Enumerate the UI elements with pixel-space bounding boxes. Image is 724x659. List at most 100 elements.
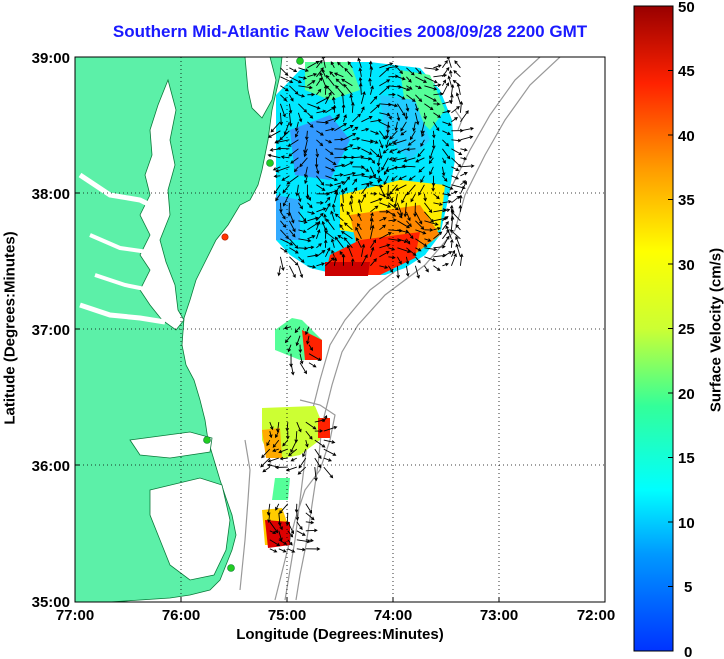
velocity-arrow	[287, 521, 295, 535]
velocity-arrow	[385, 130, 389, 140]
velocity-arrow	[415, 85, 422, 89]
velocity-arrow	[334, 173, 344, 177]
velocity-arrow	[307, 253, 319, 258]
velocity-arrow	[442, 184, 454, 190]
velocity-arrow	[283, 121, 290, 136]
velocity-arrow	[349, 93, 353, 104]
velocity-arrow	[316, 212, 324, 222]
velocity-arrow	[306, 193, 312, 202]
velocity-arrow	[370, 239, 377, 249]
velocity-arrow	[272, 439, 280, 448]
velocity-arrow	[321, 68, 326, 77]
velocity-arrow	[433, 102, 441, 106]
velocity-arrow	[460, 147, 468, 152]
velocity-arrow	[397, 76, 406, 81]
velocity-arrow	[275, 503, 280, 511]
velocity-arrow	[369, 212, 374, 221]
velocity-arrow	[431, 184, 435, 192]
velocity-arrow	[385, 139, 389, 149]
velocity-arrow	[337, 234, 344, 240]
velocity-arrow	[406, 220, 412, 228]
velocity-arrow	[442, 139, 450, 147]
velocity-arrow	[334, 213, 344, 222]
velocity-arrow	[334, 147, 349, 152]
velocity-arrow	[323, 448, 337, 456]
velocity-arrow	[388, 74, 399, 79]
velocity-arrow	[266, 439, 271, 447]
velocity-arrow	[349, 194, 354, 203]
velocity-arrow	[343, 132, 357, 141]
velocity-arrow	[286, 175, 299, 185]
velocity-arrow	[379, 67, 390, 78]
velocity-arrow	[340, 92, 345, 104]
velocity-arrow	[308, 353, 322, 361]
velocity-arrow	[280, 211, 286, 220]
velocity-arrow	[370, 157, 376, 164]
velocity-arrow	[450, 215, 455, 230]
velocity-arrow	[308, 344, 314, 351]
velocity-arrow	[305, 528, 318, 533]
velocity-arrow	[397, 256, 402, 265]
velocity-arrow	[397, 85, 411, 92]
velocity-arrow	[341, 78, 353, 87]
velocity-arrow	[278, 539, 288, 545]
velocity-arrow	[406, 229, 414, 240]
velocity-arrow	[361, 175, 373, 180]
velocity-arrow	[324, 91, 332, 104]
colorbar-tick-label: 15	[678, 450, 695, 467]
velocity-arrow	[451, 166, 460, 171]
velocity-arrow	[325, 74, 335, 87]
velocity-arrow	[400, 130, 407, 136]
velocity-arrow	[405, 256, 410, 265]
velocity-arrow	[294, 121, 299, 132]
velocity-arrow	[307, 73, 318, 78]
velocity-arrow	[432, 130, 436, 139]
velocity-arrow	[334, 123, 347, 132]
velocity-arrow	[307, 121, 314, 128]
velocity-arrow	[269, 548, 278, 553]
velocity-arrow	[369, 85, 374, 95]
velocity-arrow	[341, 103, 346, 113]
grid-lines	[75, 57, 605, 602]
velocity-arrow	[316, 207, 327, 213]
velocity-arrow	[361, 148, 373, 155]
velocity-arrow	[397, 94, 406, 100]
velocity-arrow	[398, 175, 407, 180]
velocity-arrow	[288, 211, 295, 224]
velocity-arrow	[441, 166, 446, 177]
velocity-arrow	[334, 236, 344, 249]
velocity-arrow	[335, 78, 344, 87]
velocity-arrow	[331, 249, 335, 257]
velocity-arrow	[325, 183, 334, 187]
velocity-arrow	[376, 157, 381, 167]
velocity-arrow	[267, 457, 279, 463]
velocity-arrow	[388, 157, 398, 161]
velocity-arrow	[414, 112, 420, 126]
velocity-arrow	[283, 325, 292, 330]
velocity-arrow	[289, 238, 299, 249]
velocity-arrow	[431, 139, 436, 150]
velocity-arrow	[298, 457, 307, 469]
velocity-arrow	[279, 103, 286, 118]
velocity-arrow	[442, 216, 449, 222]
velocity-arrow	[297, 265, 304, 279]
velocity-arrow	[314, 429, 324, 433]
velocity-arrow	[361, 181, 374, 186]
x-axis-label: Longitude (Degrees:Minutes)	[236, 626, 444, 643]
velocity-arrow	[339, 224, 344, 231]
velocity-arrow	[352, 146, 362, 150]
velocity-arrow	[315, 229, 321, 239]
velocity-arrow	[460, 164, 475, 168]
velocity-arrow	[397, 211, 403, 219]
velocity-arrow	[279, 112, 284, 126]
velocity-arrow	[285, 466, 297, 472]
x-tick-label: 72:00	[577, 607, 615, 624]
velocity-arrow	[424, 94, 437, 102]
velocity-arrow	[323, 414, 328, 423]
velocity-arrow	[289, 247, 299, 254]
velocity-arrow	[356, 223, 362, 231]
velocity-arrow	[370, 139, 379, 144]
velocity-arrow	[442, 208, 451, 213]
velocity-arrow	[288, 448, 298, 457]
velocity-arrow	[281, 175, 290, 181]
